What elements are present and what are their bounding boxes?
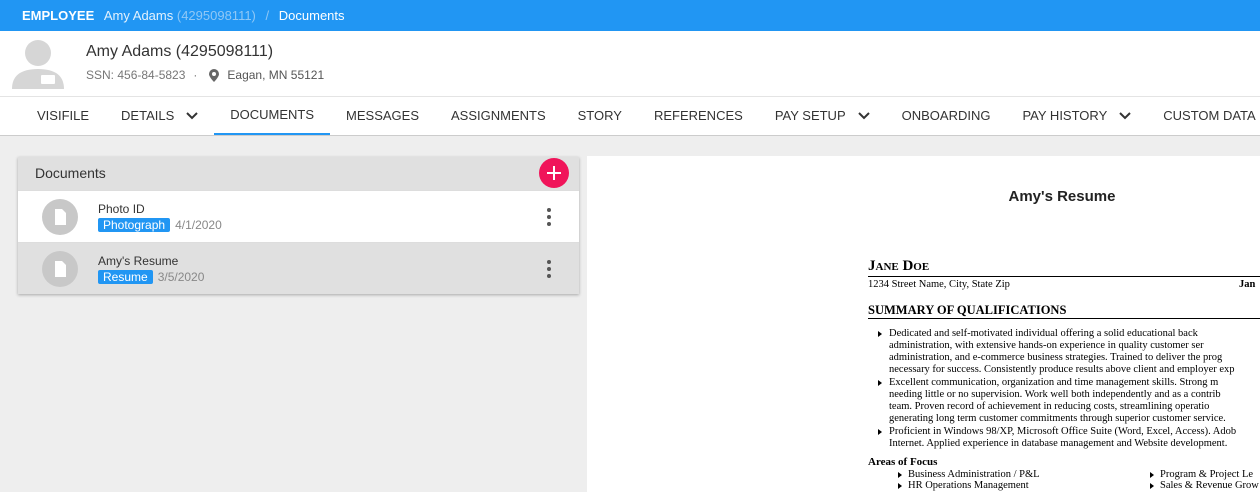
document-icon xyxy=(42,251,78,287)
resume-line: generating long term customer commitment… xyxy=(889,413,1226,424)
resume-line: necessary for success. Consistently prod… xyxy=(889,364,1235,375)
summary-heading: SUMMARY OF QUALIFICATIONS xyxy=(868,303,1067,317)
tab[interactable]: VISIFILE xyxy=(21,97,105,135)
preview-title: Amy's Resume xyxy=(1008,188,1116,205)
document-row[interactable]: Amy's Resume Resume 3/5/2020 xyxy=(18,242,579,294)
bullet-marker xyxy=(1150,472,1154,478)
focus-item: Program & Project Le xyxy=(1160,469,1254,480)
resume-address: 1234 Street Name, City, State Zip xyxy=(868,279,1010,290)
resume-line: Dedicated and self-motivated individual … xyxy=(889,328,1198,339)
document-tag: Photograph xyxy=(98,218,171,232)
tab[interactable]: STORY xyxy=(562,97,638,135)
location: Eagan, MN 55121 xyxy=(227,68,325,82)
tab[interactable]: CUSTOM DATA xyxy=(1147,97,1260,135)
tab[interactable]: MESSAGES xyxy=(330,97,435,135)
dropdown-chevron xyxy=(1119,97,1131,135)
document-meta: Resume 3/5/2020 xyxy=(98,270,204,284)
tab-label: REFERENCES xyxy=(653,108,743,123)
dropdown-chevron xyxy=(186,97,198,135)
avatar xyxy=(12,40,64,89)
employee-name: Amy Adams (4295098111) xyxy=(86,43,274,60)
resume-page: Jane Doe 1234 Street Name, City, State Z… xyxy=(868,256,1260,492)
panel-title: Documents xyxy=(35,165,106,181)
tab-label: DOCUMENTS xyxy=(230,107,315,122)
location-icon xyxy=(209,68,220,82)
tab-label: VISIFILE xyxy=(37,108,90,123)
resume-line: Proficient in Windows 98/XP, Microsoft O… xyxy=(889,426,1237,437)
focus-heading: Areas of Focus xyxy=(868,456,938,468)
documents-panel: Documents Photo ID Photograph 4/1/2020 Amy'… xyxy=(18,157,579,294)
document-name: Amy's Resume xyxy=(98,254,179,268)
resume-line: administration, and e-commerce business … xyxy=(889,352,1223,363)
tab-label: DETAILS xyxy=(121,108,175,123)
document-preview: Amy's Resume Jane Doe 1234 Street Name, … xyxy=(587,156,1260,492)
tab-label: PAY SETUP xyxy=(774,108,846,123)
focus-item: Sales & Revenue Grow xyxy=(1160,480,1259,491)
document-name: Photo ID xyxy=(98,202,145,216)
add-document-button[interactable] xyxy=(538,157,570,189)
document-tag: Resume xyxy=(98,270,153,284)
tab-label: CUSTOM DATA xyxy=(1163,108,1256,123)
resume-line: needing little or no supervision. Work w… xyxy=(889,389,1221,400)
bullet-marker xyxy=(898,472,902,478)
tab-label: STORY xyxy=(577,108,622,123)
focus-item: HR Operations Management xyxy=(908,480,1029,491)
tab-label: ASSIGNMENTS xyxy=(451,108,546,123)
bullet-marker xyxy=(878,380,882,386)
dropdown-chevron xyxy=(857,97,870,135)
tab-label: MESSAGES xyxy=(346,108,419,123)
document-meta: Photograph 4/1/2020 xyxy=(98,218,222,232)
resume-line: Internet. Applied experience in database… xyxy=(889,438,1228,449)
breadcrumb-id: (4295098111) xyxy=(176,8,256,23)
resume-line: team. Proven record of achievement in re… xyxy=(889,401,1210,412)
tab[interactable]: ASSIGNMENTS xyxy=(435,97,562,135)
tab[interactable]: ONBOARDING xyxy=(886,97,1007,135)
breadcrumb-employee[interactable]: Amy Adams xyxy=(103,8,174,23)
bullet-marker xyxy=(898,483,902,489)
panel-header: Documents xyxy=(18,157,579,190)
more-menu[interactable] xyxy=(545,260,553,283)
tab-label: ONBOARDING xyxy=(901,108,991,123)
resume-name: Jane Doe xyxy=(868,258,930,274)
document-date: 4/1/2020 xyxy=(175,218,222,232)
tab[interactable]: PAY SETUP xyxy=(759,97,886,135)
document-date: 3/5/2020 xyxy=(157,270,205,284)
bullet-marker xyxy=(1150,483,1154,489)
tab[interactable]: DOCUMENTS xyxy=(214,97,331,135)
tab[interactable]: PAY HISTORY xyxy=(1006,97,1147,135)
tab-bar: VISIFILE DETAILS DOCUMENTS MESSAGES ASSIGNME… xyxy=(0,96,1260,136)
document-icon xyxy=(42,199,78,235)
more-menu[interactable] xyxy=(545,208,553,231)
document-list: Photo ID Photograph 4/1/2020 Amy's Resume Re… xyxy=(18,190,579,294)
breadcrumb-page: Documents xyxy=(278,8,345,23)
tab-label: PAY HISTORY xyxy=(1022,108,1108,123)
tab[interactable]: DETAILS xyxy=(105,97,214,135)
focus-item: Business Administration / P&L xyxy=(908,469,1040,480)
bullet-marker xyxy=(878,331,882,337)
employee-header: Amy Adams (4295098111) SSN: 456-84-5823 … xyxy=(0,31,1260,96)
ssn: SSN: 456-84-5823 xyxy=(86,68,186,82)
breadcrumb-separator: / xyxy=(265,8,270,23)
tab[interactable]: REFERENCES xyxy=(638,97,759,135)
breadcrumb-section[interactable]: EMPLOYEE xyxy=(22,8,95,23)
breadcrumb-bar: EMPLOYEE Amy Adams (4295098111) / Docume… xyxy=(0,0,1260,31)
document-row[interactable]: Photo ID Photograph 4/1/2020 xyxy=(18,190,579,242)
bullet-marker xyxy=(878,429,882,435)
resume-line: Excellent communication, organization an… xyxy=(889,377,1219,388)
resume-line: administration, with extensive hands-on … xyxy=(889,340,1204,351)
resume-address-right: Jan xyxy=(1239,279,1256,290)
separator-dot: · xyxy=(193,68,198,82)
